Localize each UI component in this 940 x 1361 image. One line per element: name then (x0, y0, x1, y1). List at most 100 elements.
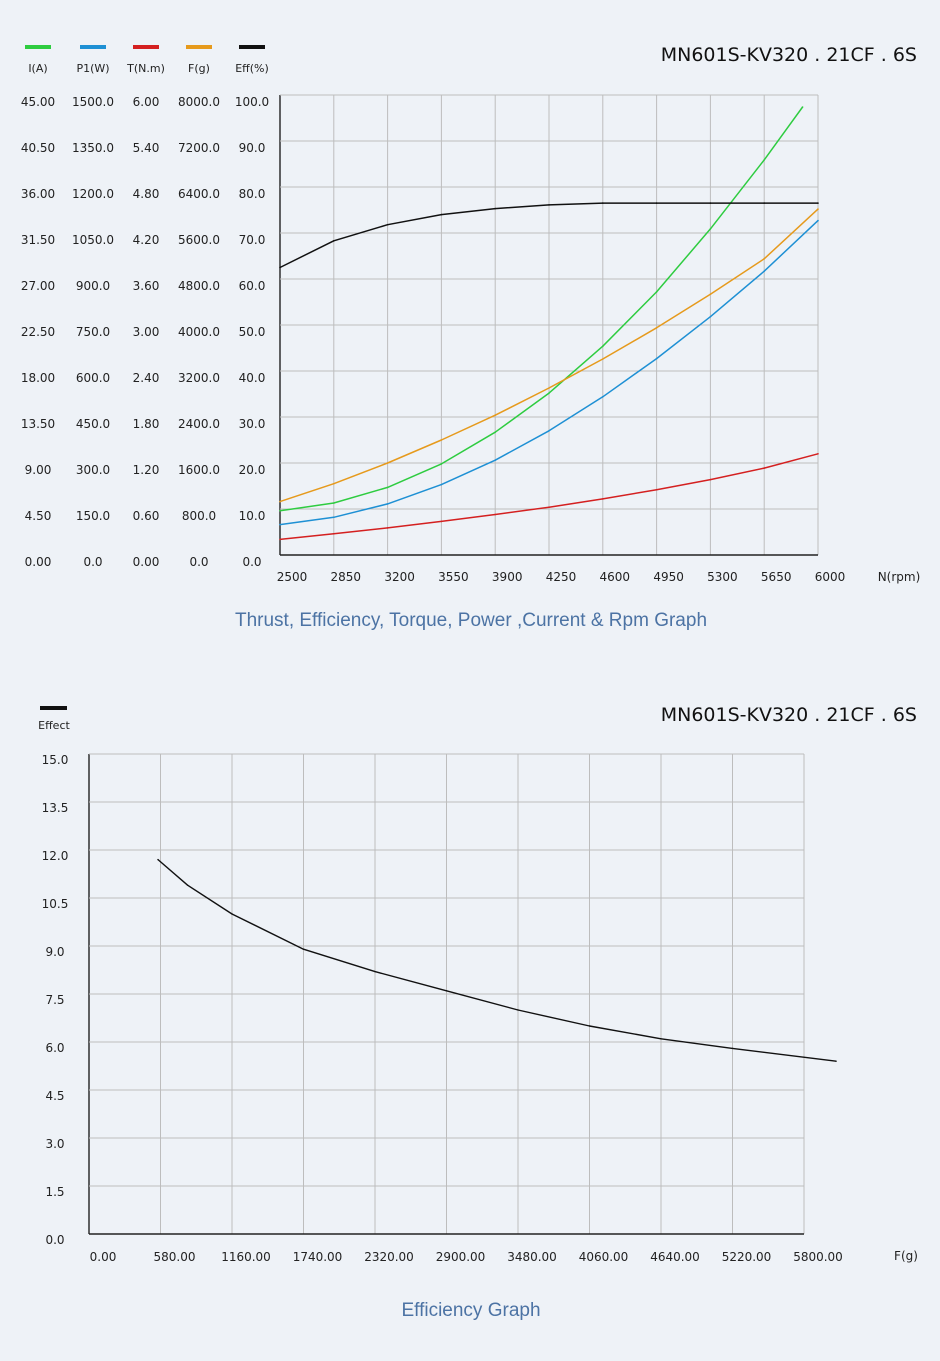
series-point (279, 510, 281, 512)
series-point (709, 293, 712, 296)
series-point (660, 1038, 662, 1040)
series-point (763, 159, 765, 161)
series-point (763, 258, 765, 260)
series-point (817, 208, 819, 210)
chart1-y-tick-label: 800.0 (182, 509, 216, 523)
legend-label: Eff(%) (235, 62, 269, 75)
series-point (548, 430, 550, 432)
series-point (548, 506, 550, 509)
series-point (494, 431, 497, 434)
chart1-caption: Thrust, Efficiency, Torque, Power ,Curre… (235, 610, 707, 631)
series-point (548, 387, 550, 389)
legend-swatch-2 (133, 45, 159, 49)
chart2-y-tick-label: 9.0 (45, 945, 64, 959)
series-point (817, 453, 819, 455)
series-point (386, 223, 389, 226)
chart2-y-tick-label: 3.0 (45, 1137, 64, 1151)
series-point (231, 913, 233, 915)
chart1-y-tick-label: 13.50 (21, 417, 55, 431)
chart1-y-tick-label: 2400.0 (178, 417, 220, 431)
series-point (440, 483, 443, 486)
legend-swatch-0 (25, 45, 51, 49)
chart1-y-tick-label: 22.50 (21, 325, 55, 339)
chart1-y-tick-label: 45.00 (21, 95, 55, 109)
motor-performance-chart: I(A) P1(W) T(N.m) F(g) Eff(%) MN601S-KV320 .… (21, 44, 920, 631)
efficiency-chart: Effect MN601S-KV320 . 21CF . 6S 15.0 13.5… (38, 704, 918, 1321)
chart1-y-tick-label: 9.00 (25, 463, 52, 477)
chart1-x-tick-label: 5650 (761, 570, 792, 584)
chart2-x-tick-label: 2320.00 (364, 1250, 414, 1264)
series-point (548, 392, 550, 394)
chart1-y-tick-label: 0.00 (25, 555, 52, 569)
series-point (709, 228, 712, 230)
chart2-x-tick-label: 4060.00 (579, 1250, 629, 1264)
series-point (494, 414, 497, 417)
legend-swatch-3 (186, 45, 212, 49)
chart2-y-tick-label: 15.0 (42, 753, 69, 767)
series-point (333, 533, 335, 535)
chart1-x-tick-label: 4950 (653, 570, 684, 584)
legend-label: F(g) (188, 62, 210, 75)
series-point (386, 486, 389, 489)
series-point (801, 106, 804, 108)
chart1-y-tick-label: 3.60 (133, 279, 160, 293)
chart1-y-tick-label: 0.0 (83, 555, 102, 569)
series-point (494, 513, 497, 516)
series-point (494, 207, 497, 210)
series-point (588, 1025, 591, 1027)
chart1-y-tick-label: 36.00 (21, 187, 55, 201)
chart1-y-tick-label: 8000.0 (178, 95, 220, 109)
chart2-y-tick-label: 4.5 (45, 1089, 64, 1103)
chart1-y-tick-label: 31.50 (21, 233, 55, 247)
chart1-y-tick-label: 0.60 (133, 509, 160, 523)
chart1-y-tick-label: 4000.0 (178, 325, 220, 339)
legend-swatch-1 (80, 45, 106, 49)
chart1-y-tick-label: 60.0 (239, 279, 266, 293)
series-point (333, 240, 335, 242)
chart1-y-tick-label: 300.0 (76, 463, 110, 477)
chart1-y-tick-label: 150.0 (76, 509, 110, 523)
chart1-y-tick-label: 450.0 (76, 417, 110, 431)
series-point (333, 502, 335, 504)
series-point (386, 527, 389, 529)
chart2-x-tick-label: 1740.00 (293, 1250, 343, 1264)
chart1-y-tick-label: 40.50 (21, 141, 55, 155)
series-point (279, 523, 281, 526)
series-point (602, 358, 604, 360)
chart1-x-tick-label: 5300 (707, 570, 738, 584)
series-point (817, 202, 819, 204)
series-point (655, 327, 658, 329)
chart1-y-tick-label: 5.40 (133, 141, 160, 155)
series-point (763, 202, 765, 204)
chart1-y-tick-label: 1500.0 (72, 95, 114, 109)
series-point (655, 202, 658, 204)
legend-swatch-4 (239, 45, 265, 49)
series-point (655, 291, 658, 293)
chart2-y-tick-label: 12.0 (42, 849, 69, 863)
chart1-y-tick-label: 0.0 (189, 555, 208, 569)
chart2-y-tick-label: 10.5 (42, 897, 69, 911)
series-line-Effect (157, 859, 837, 1062)
chart1-y-tick-label: 100.0 (235, 95, 269, 109)
series-point (709, 202, 712, 204)
chart1-x-tick-label: 2500 (277, 570, 308, 584)
chart1-y-tick-label: 1.80 (133, 417, 160, 431)
series-point (602, 345, 604, 348)
chart1-y-tick-label: 4.20 (133, 233, 160, 247)
chart1-y-tick-label: 1.20 (133, 463, 160, 477)
chart1-y-tick-label: 20.0 (239, 463, 266, 477)
chart1-y-tick-label: 0.0 (242, 555, 261, 569)
series-point (279, 266, 281, 269)
chart2-xlabel: F(g) (894, 1249, 918, 1263)
chart1-y-tick-label: 10.0 (239, 509, 266, 523)
chart1-x-tick-label: 4600 (600, 570, 631, 584)
series-point (835, 1060, 837, 1062)
series-point (279, 500, 281, 503)
chart1-x-tick-label: 3900 (492, 570, 523, 584)
chart2-y-tick-label: 7.5 (45, 993, 64, 1007)
series-point (731, 1047, 734, 1050)
chart1-y-tick-label: 90.0 (239, 141, 266, 155)
series-point (709, 478, 712, 481)
legend-label: I(A) (28, 62, 47, 75)
legend-label: T(N.m) (126, 62, 165, 75)
